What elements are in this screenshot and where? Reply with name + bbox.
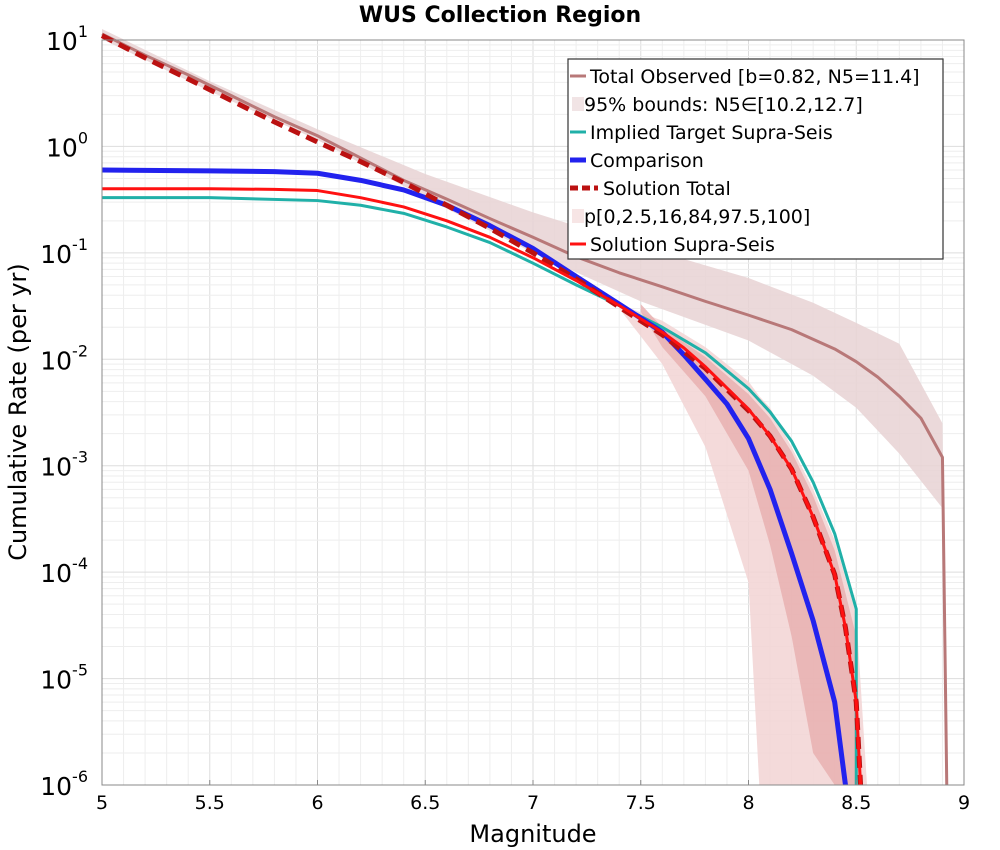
y-tick-label: 100	[46, 128, 88, 162]
y-tick-label: 10-3	[40, 448, 88, 482]
y-tick-label: 10-2	[40, 341, 88, 375]
x-tick-label: 8	[742, 792, 754, 814]
x-tick-label: 7	[527, 792, 539, 814]
band-2	[640, 304, 861, 785]
y-tick-label: 10-1	[40, 235, 88, 269]
legend-swatch-5	[572, 209, 584, 223]
x-tick-label: 6.5	[410, 792, 440, 814]
legend-label-1: 95% bounds: N5∈[10.2,12.7]	[584, 94, 863, 116]
series-line-0	[101, 32, 949, 786]
legend-label-4: Solution Total	[603, 178, 731, 200]
legend-box	[567, 58, 944, 260]
x-tick-label: 5.5	[195, 792, 225, 814]
legend-swatch-1	[572, 97, 584, 111]
legend-label-0: Total Observed [b=0.82, N5=11.4]	[589, 66, 920, 88]
x-tick-label: 7.5	[626, 792, 656, 814]
legend-label-6: Solution Supra-Seis	[590, 234, 775, 256]
chart-title: WUS Collection Region	[359, 3, 641, 28]
legend-label-5: p[0,2.5,16,84,97.5,100]	[584, 206, 810, 228]
y-axis-ticks: 101 100 10-1 10-2 10-3 10-4 10-5 10-6	[40, 22, 88, 801]
x-tick-label: 8.5	[841, 792, 871, 814]
y-tick-label: 10-5	[40, 661, 88, 695]
confidence-bands	[102, 28, 947, 785]
y-tick-label: 101	[46, 22, 88, 56]
legend-label-2: Implied Target Supra-Seis	[590, 122, 833, 144]
legend-items: Total Observed [b=0.82, N5=11.4] 95% boun…	[570, 66, 920, 256]
x-tick-label: 9	[958, 792, 970, 814]
y-tick-label: 10-6	[40, 767, 88, 801]
legend-label-3: Comparison	[590, 150, 704, 172]
legend: Total Observed [b=0.82, N5=11.4] 95% boun…	[567, 58, 944, 260]
y-tick-label: 10-4	[40, 554, 88, 588]
x-tick-label: 5	[96, 792, 108, 814]
data-series	[100, 32, 949, 786]
series-line-4	[102, 187, 863, 786]
x-axis-label: Magnitude	[469, 820, 596, 848]
y-axis-label: Cumulative Rate (per yr)	[4, 263, 32, 561]
x-tick-label: 6	[311, 792, 323, 814]
x-axis-ticks: 5 5.5 6 6.5 7 7.5 8 8.5 9	[96, 780, 970, 814]
